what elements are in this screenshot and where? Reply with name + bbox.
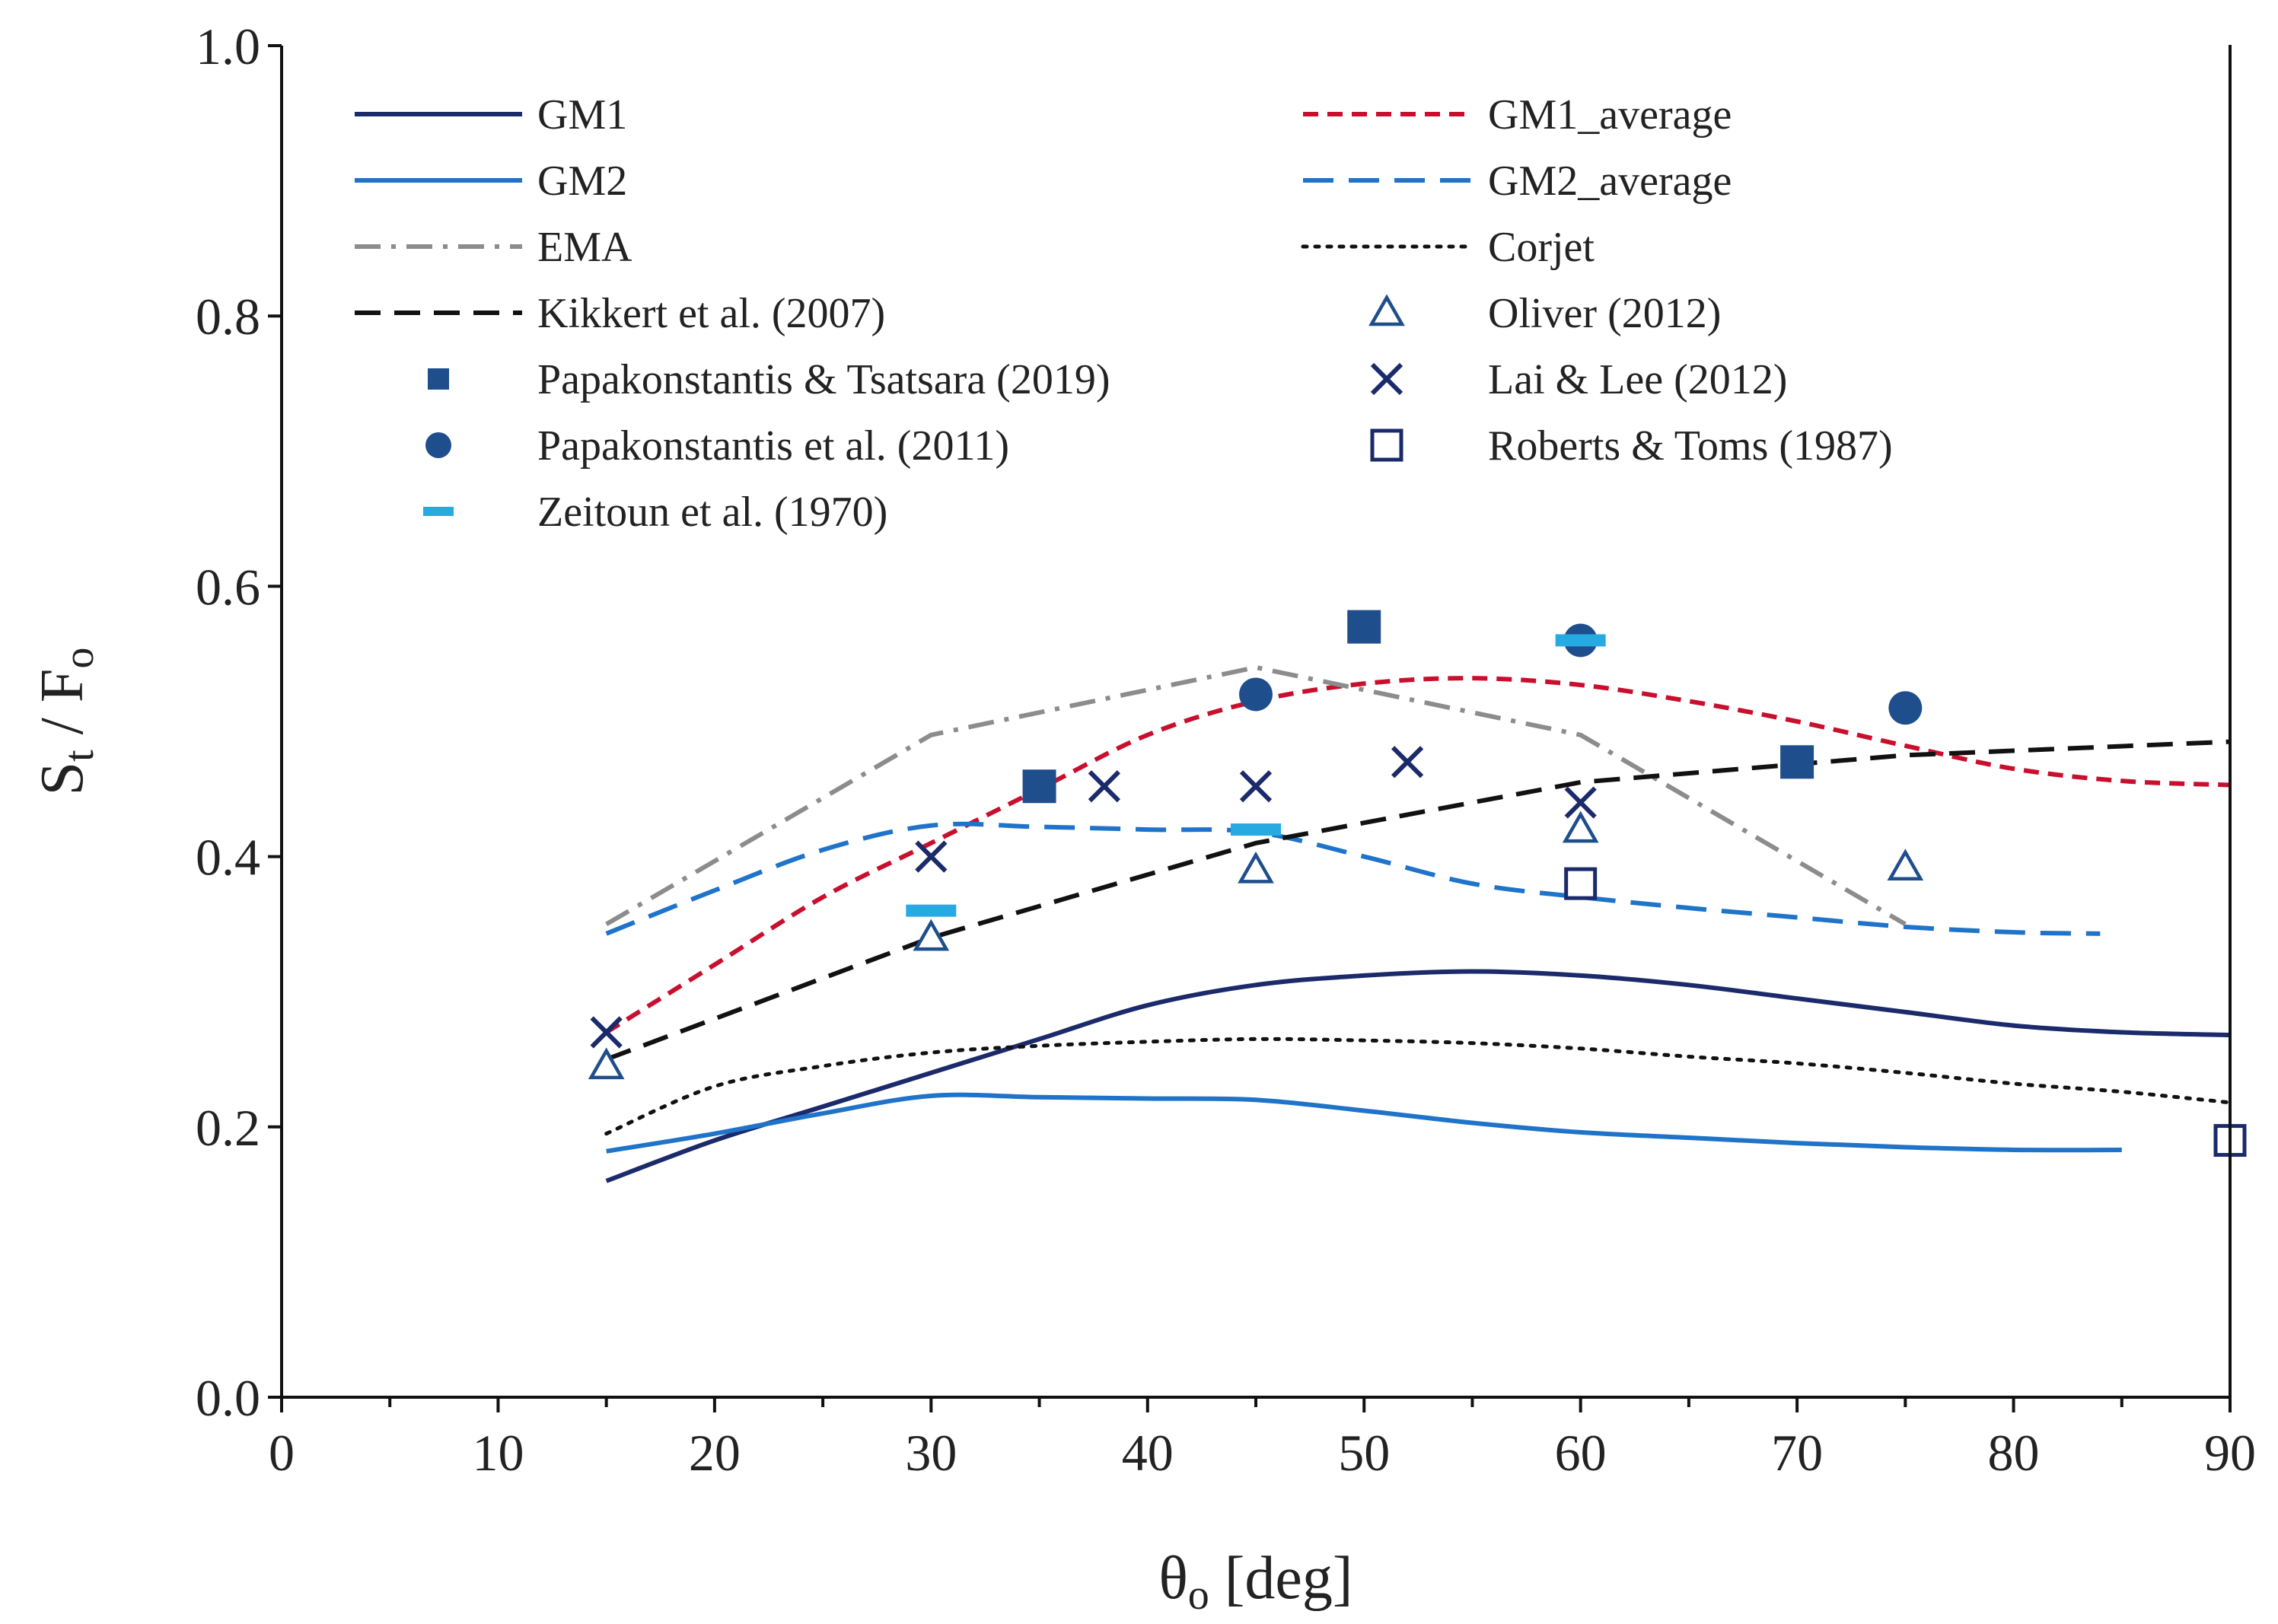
legend-label-corjet: Corjet: [1488, 224, 1595, 271]
x-tick-label: 50: [1338, 1424, 1390, 1482]
legend-swatch-papakonstantis-tsatsara-2019: [428, 368, 449, 390]
y-tick-label: 0.8: [196, 288, 260, 345]
legend-swatch-papakonstantis-et-al-2011: [425, 432, 451, 458]
marker-lai-lee-2012-0: [590, 1016, 623, 1049]
y-tick-label: 0.6: [196, 558, 260, 616]
x-tick-label: 60: [1555, 1424, 1607, 1482]
marker-roberts-toms-1987-0: [1564, 867, 1598, 900]
y-tick-label: 0.4: [196, 829, 260, 887]
x-tick-label: 0: [269, 1424, 295, 1482]
y-axis-title-sub1: t: [56, 750, 103, 762]
x-tick-label: 40: [1122, 1424, 1174, 1482]
legend-label-papakonstantis-et-al-2011: Papakonstantis et al. (2011): [537, 422, 1009, 470]
series-lai-lee-2012: [590, 746, 1597, 1049]
axes: 0.0 0.2 0.4 0.6 0.8 1.0 0 10 20 30 40 50 60 70 80 90: [196, 18, 2256, 1482]
y-tick-label: 0.2: [196, 1099, 260, 1157]
x-tick-label: 30: [905, 1424, 957, 1482]
marker-oliver-2012-1: [913, 919, 950, 951]
marker-lai-lee-2012-1: [915, 840, 948, 873]
legend-label-gm1-average: GM1_average: [1488, 91, 1732, 139]
marker-zeitoun-et-al-1970-1: [1231, 823, 1281, 836]
series-line-corjet: [604, 1036, 2232, 1136]
legend-swatch-roberts-toms-1987: [1370, 428, 1403, 462]
marker-papakonstantis-tsatsara-2019-0: [1022, 769, 1056, 804]
legend-item-ema: EMA: [355, 224, 632, 271]
marker-papakonstantis-et-al-2011-2: [1888, 691, 1923, 725]
y-axis-title-mid: / F: [29, 669, 96, 750]
plot-series: [588, 610, 2247, 1183]
series-gm2: [606, 1092, 2122, 1154]
legend-item-corjet: Corjet: [1301, 224, 1595, 271]
legend-label-zeitoun-et-al-1970: Zeitoun et al. (1970): [537, 489, 887, 536]
series-papakonstantis-tsatsara-2019: [1022, 610, 1814, 804]
series-line-gm2: [606, 1092, 2122, 1154]
x-tick-label: 80: [1988, 1424, 2040, 1482]
series-line-gm2-average: [605, 821, 2101, 936]
y-axis-title-sub2: o: [56, 648, 103, 669]
series-line-kikkert-et-al-2007: [605, 739, 2231, 1062]
y-axis-title-main1: S: [29, 762, 96, 796]
x-axis-title: θo [deg]: [1158, 1545, 1352, 1619]
marker-zeitoun-et-al-1970-0: [906, 904, 957, 917]
legend-item-lai-lee-2012: Lai & Lee (2012): [1370, 356, 1787, 403]
legend-label-papakonstantis-tsatsara-2019: Papakonstantis & Tsatsara (2019): [537, 356, 1110, 403]
x-axis-title-sub: o: [1188, 1571, 1209, 1619]
series-corjet: [604, 1036, 2232, 1136]
legend-label-kikkert-et-al-2007: Kikkert et al. (2007): [537, 290, 885, 337]
y-tick-label: 1.0: [196, 18, 260, 75]
marker-papakonstantis-et-al-2011-0: [1239, 677, 1273, 712]
marker-zeitoun-et-al-1970-2: [1555, 634, 1606, 647]
series-gm2-average: [605, 821, 2101, 936]
series-gm1-average: [605, 676, 2231, 1035]
legend-item-kikkert-et-al-2007: Kikkert et al. (2007): [355, 290, 885, 337]
legend-item-papakonstantis-et-al-2011: Papakonstantis et al. (2011): [425, 422, 1009, 470]
legend-item-gm2-average: GM2_average: [1303, 158, 1732, 205]
marker-oliver-2012-0: [588, 1047, 625, 1080]
legend-swatch-zeitoun-et-al-1970: [423, 507, 454, 516]
legend-label-roberts-toms-1987: Roberts & Toms (1987): [1488, 422, 1893, 470]
marker-lai-lee-2012-3: [1239, 770, 1273, 803]
marker-papakonstantis-tsatsara-2019-2: [1780, 745, 1814, 779]
x-tick-label: 10: [472, 1424, 524, 1482]
legend-item-gm1-average: GM1_average: [1303, 91, 1732, 139]
series-zeitoun-et-al-1970: [906, 634, 1606, 917]
series-gm1: [605, 969, 2231, 1183]
legend-item-oliver-2012: Oliver (2012): [1368, 290, 1721, 337]
marker-lai-lee-2012-4: [1391, 746, 1424, 779]
x-axis-title-rest: [deg]: [1209, 1545, 1353, 1612]
marker-papakonstantis-tsatsara-2019-1: [1347, 610, 1381, 644]
legend-label-oliver-2012: Oliver (2012): [1488, 290, 1721, 337]
legend-label-gm1: GM1: [537, 91, 627, 139]
legend: GM1 GM1_average GM2 GM2_average EMA Corjet Kik…: [355, 91, 1893, 536]
legend-label-gm2-average: GM2_average: [1488, 158, 1732, 205]
legend-item-papakonstantis-tsatsara-2019: Papakonstantis & Tsatsara (2019): [428, 356, 1110, 403]
x-tick-label: 70: [1771, 1424, 1823, 1482]
x-tick-label: 90: [2204, 1424, 2256, 1482]
series-kikkert-et-al-2007: [605, 739, 2231, 1062]
series-line-gm1-average: [605, 676, 2231, 1035]
legend-swatch-oliver-2012: [1368, 294, 1405, 326]
legend-label-lai-lee-2012: Lai & Lee (2012): [1488, 356, 1787, 403]
series-papakonstantis-et-al-2011: [1239, 623, 1923, 725]
legend-swatch-lai-lee-2012: [1370, 362, 1403, 396]
marker-oliver-2012-3: [1562, 810, 1599, 843]
marker-lai-lee-2012-5: [1564, 786, 1597, 819]
x-axis-title-main: θ: [1158, 1545, 1187, 1612]
legend-label-ema: EMA: [537, 224, 632, 271]
y-tick-label: 0.0: [196, 1369, 260, 1427]
legend-label-gm2: GM2: [537, 158, 627, 205]
legend-item-gm2: GM2: [355, 158, 627, 205]
series-line-gm1: [605, 969, 2231, 1183]
legend-item-roberts-toms-1987: Roberts & Toms (1987): [1370, 422, 1893, 470]
x-tick-label: 20: [689, 1424, 741, 1482]
y-axis-title: St / Fo: [29, 648, 103, 796]
legend-item-zeitoun-et-al-1970: Zeitoun et al. (1970): [423, 489, 887, 536]
series-oliver-2012: [588, 810, 1924, 1080]
marker-oliver-2012-4: [1887, 849, 1924, 881]
legend-item-gm1: GM1: [355, 91, 627, 139]
marker-lai-lee-2012-2: [1088, 770, 1121, 803]
marker-oliver-2012-2: [1238, 851, 1274, 884]
